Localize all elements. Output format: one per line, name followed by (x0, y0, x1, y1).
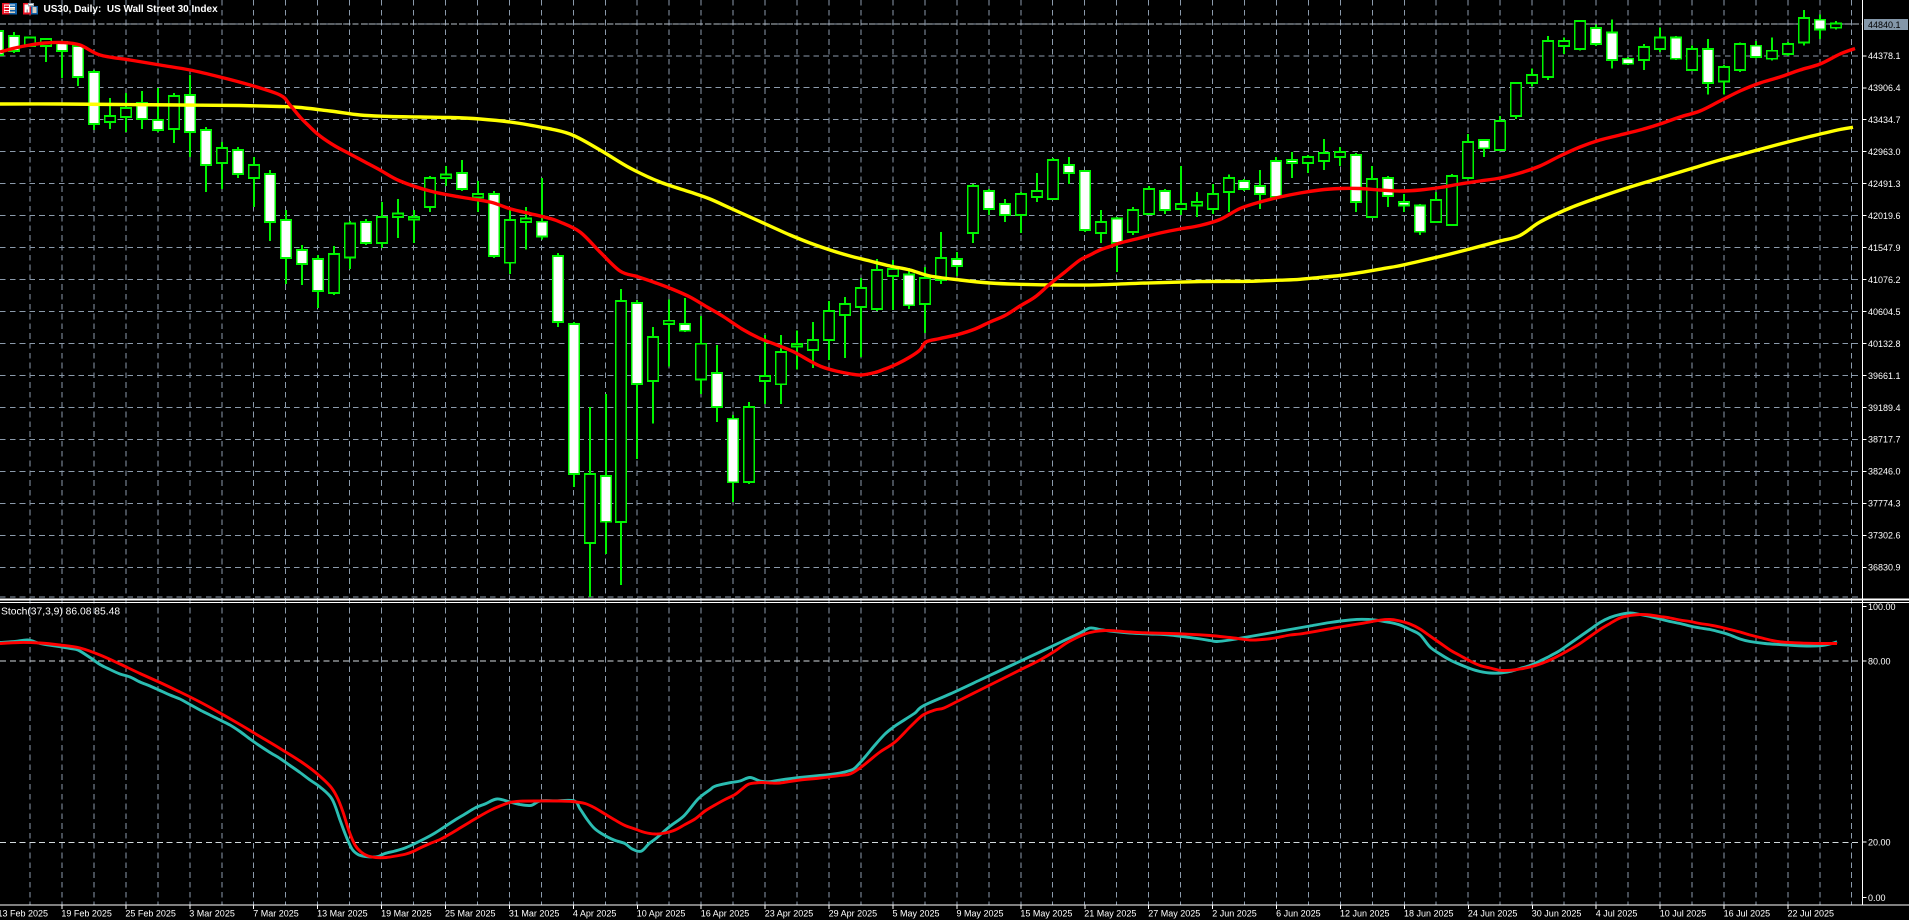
svg-text:9 May 2025: 9 May 2025 (957, 908, 1004, 918)
svg-text:16 Jul 2025: 16 Jul 2025 (1724, 908, 1771, 918)
svg-text:42963.0: 42963.0 (1868, 147, 1901, 157)
svg-text:13 Feb 2025: 13 Feb 2025 (0, 908, 48, 918)
svg-text:38717.7: 38717.7 (1868, 435, 1901, 445)
svg-text:20.00: 20.00 (1868, 837, 1891, 847)
svg-text:38246.0: 38246.0 (1868, 467, 1901, 477)
svg-text:18 Jun 2025: 18 Jun 2025 (1404, 908, 1454, 918)
svg-text:25 Feb 2025: 25 Feb 2025 (125, 908, 176, 918)
svg-text:4 Jul 2025: 4 Jul 2025 (1596, 908, 1638, 918)
svg-text:36830.9: 36830.9 (1868, 563, 1901, 573)
svg-text:31 Mar 2025: 31 Mar 2025 (509, 908, 560, 918)
svg-text:42019.6: 42019.6 (1868, 211, 1901, 221)
svg-text:40132.8: 40132.8 (1868, 339, 1901, 349)
svg-text:40604.5: 40604.5 (1868, 307, 1901, 317)
svg-text:22 Jul 2025: 22 Jul 2025 (1788, 908, 1835, 918)
svg-text:16 Apr 2025: 16 Apr 2025 (701, 908, 750, 918)
svg-text:44378.1: 44378.1 (1868, 51, 1901, 61)
svg-text:27 May 2025: 27 May 2025 (1148, 908, 1200, 918)
svg-text:39661.1: 39661.1 (1868, 371, 1901, 381)
svg-text:4 Apr 2025: 4 Apr 2025 (573, 908, 617, 918)
svg-text:42491.3: 42491.3 (1868, 179, 1901, 189)
svg-text:41076.2: 41076.2 (1868, 275, 1901, 285)
svg-text:US30, Daily: US Wall Street 3: US30, Daily: US Wall Street 30 Index (44, 4, 219, 15)
svg-text:12 Jun 2025: 12 Jun 2025 (1340, 908, 1390, 918)
svg-text:10 Apr 2025: 10 Apr 2025 (637, 908, 686, 918)
svg-text:44840.1: 44840.1 (1868, 20, 1901, 30)
svg-text:25 Mar 2025: 25 Mar 2025 (445, 908, 496, 918)
svg-text:24 Jun 2025: 24 Jun 2025 (1468, 908, 1518, 918)
svg-text:7 Mar 2025: 7 Mar 2025 (253, 908, 299, 918)
svg-text:21 May 2025: 21 May 2025 (1084, 908, 1136, 918)
svg-text:0.00: 0.00 (1868, 893, 1886, 903)
svg-text:43906.4: 43906.4 (1868, 83, 1901, 93)
svg-text:3 Mar 2025: 3 Mar 2025 (189, 908, 235, 918)
svg-text:13 Mar 2025: 13 Mar 2025 (317, 908, 368, 918)
svg-text:37302.6: 37302.6 (1868, 531, 1901, 541)
svg-text:10 Jul 2025: 10 Jul 2025 (1660, 908, 1707, 918)
svg-text:39189.4: 39189.4 (1868, 403, 1901, 413)
svg-text:19 Mar 2025: 19 Mar 2025 (381, 908, 432, 918)
svg-text:29 Apr 2025: 29 Apr 2025 (829, 908, 878, 918)
svg-text:19 Feb 2025: 19 Feb 2025 (61, 908, 112, 918)
svg-text:80.00: 80.00 (1868, 656, 1891, 666)
svg-text:37774.3: 37774.3 (1868, 499, 1901, 509)
svg-text:23 Apr 2025: 23 Apr 2025 (765, 908, 814, 918)
svg-text:43434.7: 43434.7 (1868, 115, 1901, 125)
svg-text:100.00: 100.00 (1868, 602, 1896, 612)
svg-text:5 May 2025: 5 May 2025 (893, 908, 940, 918)
svg-text:2 Jun 2025: 2 Jun 2025 (1212, 908, 1257, 918)
svg-text:Stoch(37,3,9) 86.08 85.48: Stoch(37,3,9) 86.08 85.48 (1, 606, 120, 617)
svg-text:30 Jun 2025: 30 Jun 2025 (1532, 908, 1582, 918)
svg-text:15 May 2025: 15 May 2025 (1020, 908, 1072, 918)
svg-text:41547.9: 41547.9 (1868, 243, 1901, 253)
svg-text:6 Jun 2025: 6 Jun 2025 (1276, 908, 1321, 918)
